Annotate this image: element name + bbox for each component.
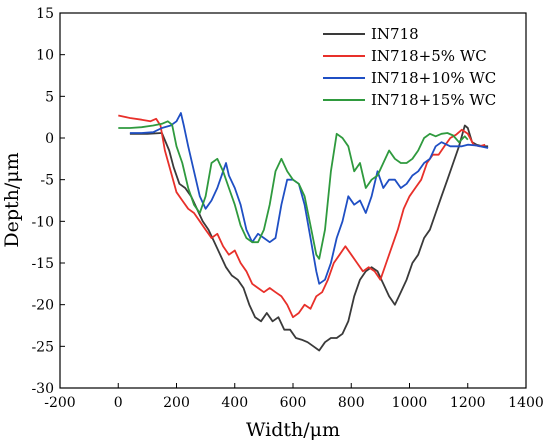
legend: IN718 IN718+5% WC IN718+10% WC IN718+15% WC: [323, 25, 496, 109]
y-axis-title: Depth/μm: [1, 152, 23, 247]
x-tick-label: 600: [280, 395, 307, 411]
x-axis: -200 0 200 400 600 800 1000 1200 1400: [44, 383, 544, 411]
series-line-4: [118, 120, 469, 260]
y-tick-label: -25: [31, 339, 54, 355]
y-tick-label: -5: [40, 173, 54, 189]
x-tick-label: 0: [114, 395, 123, 411]
series-line-2: [118, 114, 486, 319]
series-line-3: [129, 112, 489, 285]
y-tick-label: 5: [45, 89, 54, 105]
x-axis-title: Width/μm: [246, 419, 340, 441]
y-tick-label: -20: [31, 298, 54, 314]
x-tick-label: -200: [44, 395, 75, 411]
y-tick-label: 10: [36, 48, 54, 64]
y-tick-label: -30: [31, 381, 54, 397]
series-line-1: [129, 124, 489, 352]
y-tick-label: 15: [36, 6, 54, 22]
x-tick-label: 800: [338, 395, 365, 411]
x-tick-label: 1200: [450, 395, 486, 411]
y-axis: 15 10 5 0 -5 -10 -15 -20 -25 -30: [31, 6, 65, 397]
x-tick-label: 200: [163, 395, 190, 411]
x-tick-label: 400: [221, 395, 248, 411]
series-lines: [118, 112, 489, 352]
legend-label: IN718+15% WC: [371, 91, 496, 109]
y-tick-label: 0: [45, 131, 54, 147]
legend-label: IN718+10% WC: [371, 69, 496, 87]
legend-label: IN718+5% WC: [371, 47, 487, 65]
legend-label: IN718: [371, 25, 419, 43]
x-tick-label: 1400: [508, 395, 544, 411]
y-tick-label: -15: [31, 256, 54, 272]
x-tick-label: 1000: [392, 395, 428, 411]
y-tick-label: -10: [31, 214, 54, 230]
